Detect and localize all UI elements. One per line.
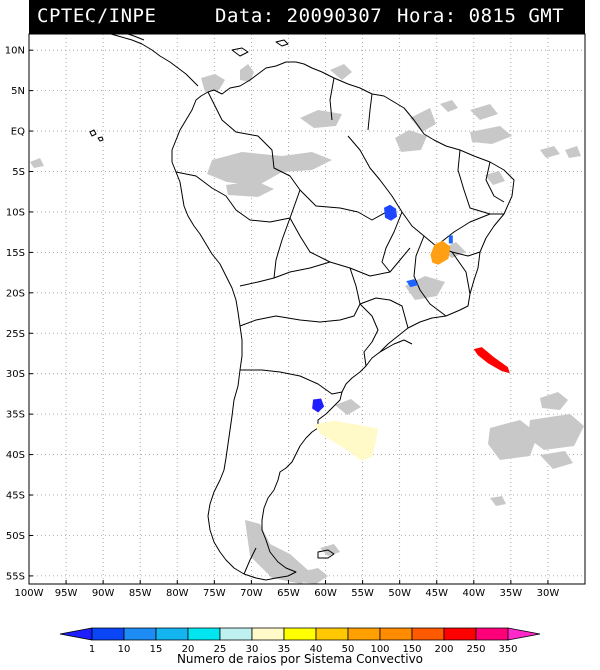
lat-label: 30S	[6, 369, 25, 380]
colorbar-label: 150	[402, 644, 421, 655]
latitude-labels: 10N 5N EQ 5S 10S 15S 20S 25S 30S 35S 40S 45S 50S 55S	[5, 46, 33, 582]
lon-label: 80W	[166, 588, 189, 599]
system-bahia-large	[430, 240, 451, 265]
colorbar: 1 10 15 20 25 30 35 40 50 100 150 200 250 350	[59, 627, 541, 655]
lon-label: 70W	[240, 588, 263, 599]
colorbar-label: 40	[310, 644, 323, 655]
lon-label: 90W	[92, 588, 115, 599]
colorbar-caption: Numero de raios por Sistema Convectivo	[176, 652, 424, 666]
title-bar: CPTEC/INPE Data: 20090307 Hora: 0815 GMT	[29, 0, 585, 34]
colorbar-label: 30	[246, 644, 259, 655]
colorbar-segment	[155, 627, 189, 641]
lat-label: 10S	[6, 207, 25, 218]
colorbar-segment	[123, 627, 157, 641]
central-america-coastline	[87, 19, 199, 87]
colorbar-label: 200	[434, 644, 453, 655]
longitude-labels: 100W 95W 90W 85W 80W 75W 70W 65W 60W 55W 50W 45W 40W…	[15, 580, 560, 599]
lat-label: 5N	[11, 86, 25, 97]
source-label: CPTEC/INPE	[37, 5, 157, 27]
lat-label: 5S	[12, 167, 25, 178]
lon-label: 65W	[277, 588, 300, 599]
plot-frame	[28, 33, 586, 585]
lon-label: 95W	[55, 588, 78, 599]
colorbar-segment	[475, 627, 509, 641]
system-argentina-large	[313, 420, 378, 461]
convective-systems	[312, 204, 510, 461]
colorbar-segment	[411, 627, 445, 641]
system-bahia-small	[448, 235, 453, 244]
lon-label: 35W	[500, 588, 523, 599]
colorbar-label: 25	[214, 644, 227, 655]
colorbar-label: 100	[370, 644, 389, 655]
system-central-brazil	[384, 204, 398, 221]
lon-label: 75W	[203, 588, 226, 599]
lat-label: 45S	[6, 491, 25, 502]
colorbar-segment	[379, 627, 413, 641]
lat-label: 50S	[6, 531, 25, 542]
date-label: Data: 20090307	[215, 5, 383, 27]
lat-label: 40S	[6, 450, 25, 461]
colorbar-segment	[59, 627, 93, 641]
colorbar-segment	[347, 627, 381, 641]
colorbar-label: 350	[498, 644, 517, 655]
colorbar-segment	[315, 627, 349, 641]
colorbar-segment	[187, 627, 221, 641]
lon-label: 85W	[129, 588, 152, 599]
colorbar-segment	[443, 627, 477, 641]
colorbar-segment	[251, 627, 285, 641]
colorbar-label: 250	[466, 644, 485, 655]
colorbar-segment	[219, 627, 253, 641]
south-america-coastline	[171, 61, 515, 581]
graticule	[28, 34, 585, 584]
colorbar-segment	[507, 627, 541, 641]
lat-label: 10N	[5, 46, 25, 57]
system-minas-south	[406, 279, 419, 288]
lat-label: 25S	[6, 329, 25, 340]
lat-label: 35S	[6, 410, 25, 421]
system-argentina-small	[312, 398, 325, 413]
colorbar-label: 50	[342, 644, 355, 655]
lon-label: 50W	[388, 588, 411, 599]
lon-label: 40W	[462, 588, 485, 599]
continent-outlines	[87, 19, 515, 581]
lon-label: 55W	[351, 588, 374, 599]
lon-label: 30W	[537, 588, 560, 599]
colorbar-label: 1	[89, 644, 95, 655]
lon-label: 100W	[15, 588, 44, 599]
colorbar-label: 35	[278, 644, 291, 655]
colorbar-segment	[91, 627, 125, 641]
lat-label: EQ	[11, 127, 25, 138]
colorbar-label: 10	[118, 644, 131, 655]
lon-label: 60W	[314, 588, 337, 599]
colorbar-label: 15	[150, 644, 163, 655]
lat-label: 15S	[6, 248, 25, 259]
hour-label: Hora: 0815 GMT	[397, 5, 565, 27]
cloud-cover	[30, 64, 584, 584]
lon-label: 45W	[425, 588, 448, 599]
colorbar-label: 20	[182, 644, 195, 655]
lat-label: 55S	[6, 571, 25, 582]
lat-label: 20S	[6, 288, 25, 299]
colorbar-segment	[283, 627, 317, 641]
system-atlantic	[473, 347, 510, 374]
